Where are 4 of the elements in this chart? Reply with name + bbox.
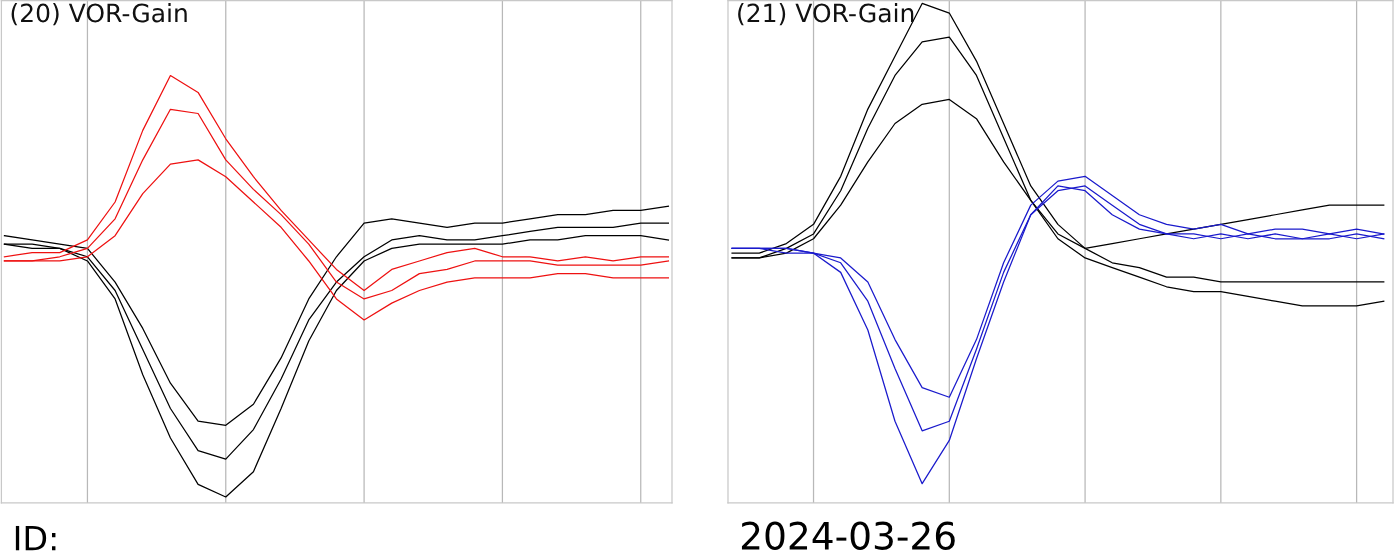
text: 2024-03-26: [741, 521, 955, 550]
chart-title: (21) VOR-Gain: [738, 3, 914, 26]
text: ID:: [15, 525, 56, 551]
chart-title: (20) VOR-Gain: [11, 3, 187, 26]
